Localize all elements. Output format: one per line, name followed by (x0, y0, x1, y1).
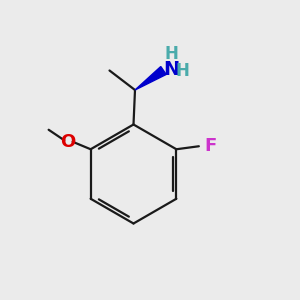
Polygon shape (135, 67, 166, 90)
Text: N: N (163, 59, 179, 79)
Text: F: F (205, 137, 217, 155)
Text: O: O (61, 133, 76, 151)
Text: H: H (176, 61, 189, 80)
Text: H: H (164, 45, 178, 63)
